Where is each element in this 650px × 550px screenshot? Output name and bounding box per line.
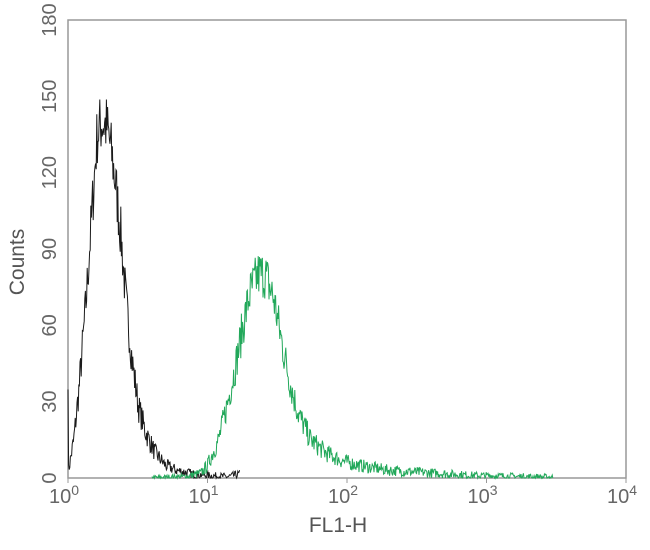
y-axis-label: Counts: [6, 229, 29, 296]
y-tick-label: 90: [39, 238, 61, 260]
y-tick-label: 180: [39, 3, 61, 36]
plot-frame: [67, 19, 627, 479]
y-tick-label: 30: [39, 391, 61, 413]
x-tick-label: 104: [607, 482, 637, 508]
y-tick-label: 60: [39, 314, 61, 336]
y-tick-label: 150: [39, 80, 61, 113]
histogram-series-0: [67, 99, 241, 480]
y-tick-label: 0: [39, 472, 61, 483]
y-tick-label: 120: [39, 156, 61, 189]
x-tick-label: 103: [467, 482, 497, 508]
histogram-series-1: [151, 256, 554, 480]
x-axis-label: FL1-H: [309, 514, 367, 537]
x-tick-label: 100: [49, 482, 79, 508]
x-tick-label: 102: [328, 482, 358, 508]
x-tick-label: 101: [188, 482, 218, 508]
